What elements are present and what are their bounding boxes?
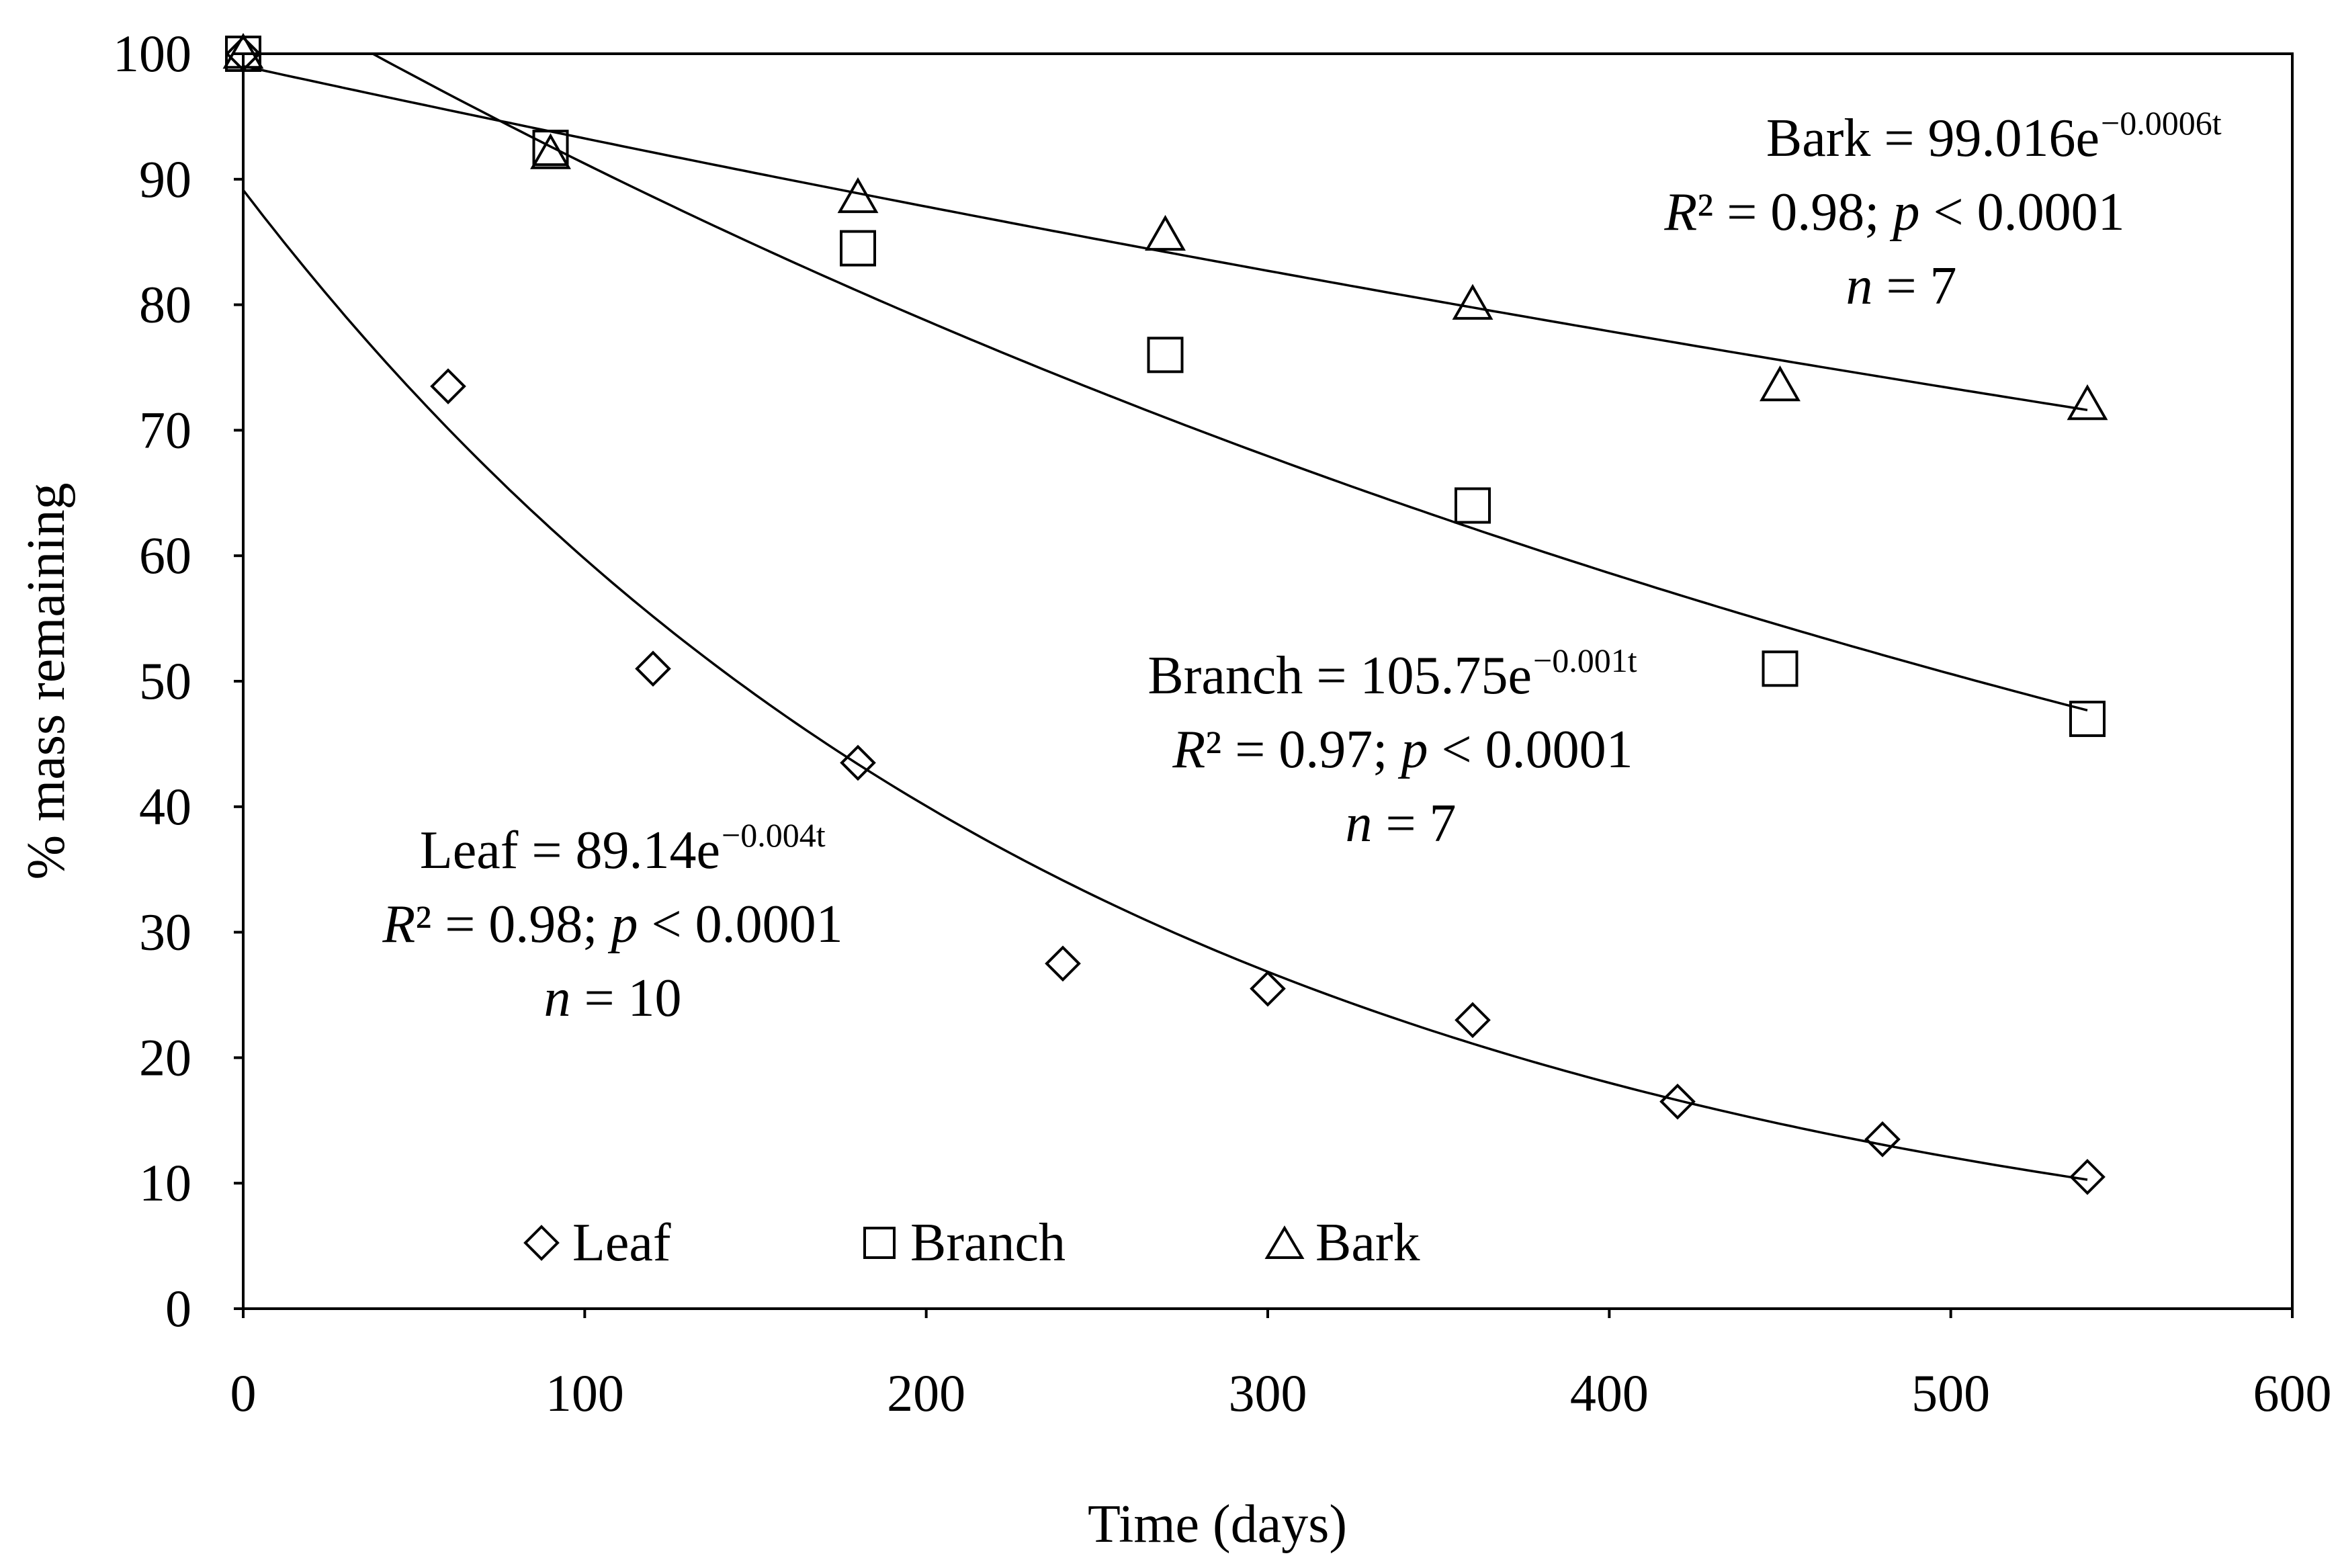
x-tick-label: 400: [1570, 1364, 1649, 1422]
leaf-point: [1045, 945, 1081, 982]
fit-curves: [243, 54, 2088, 1181]
leaf-equation: Leaf = 89.14e: [420, 821, 720, 880]
y-tick-label: 30: [139, 903, 191, 961]
bark-equation: Bark = 99.016e: [1766, 109, 2099, 168]
branch-exponent: −0.001t: [1533, 642, 1637, 679]
y-tick-label: 10: [139, 1153, 191, 1212]
data-markers: [222, 32, 2108, 1195]
fit-curve-branch: [370, 54, 2088, 711]
leaf-point: [430, 368, 466, 404]
y-tick-label: 90: [139, 150, 191, 208]
branch-point: [1147, 337, 1184, 374]
legend-bark-triangle-icon: [1264, 1225, 1305, 1259]
bark-exponent: −0.0006t: [2101, 104, 2222, 142]
legend-item-branch: Branch: [863, 1213, 1066, 1272]
x-tick-label: 300: [1229, 1364, 1307, 1422]
x-tick-label: 600: [2253, 1364, 2332, 1422]
leaf-point: [1455, 1002, 1491, 1039]
branch-n: n = 7: [1345, 794, 1456, 853]
y-tick-label: 60: [139, 526, 191, 584]
branch-annotation: Branch = 105.75e −0.001t R² = 0.97; p < …: [1147, 642, 1637, 853]
y-tick-label: 100: [113, 24, 191, 83]
x-tick-label: 200: [887, 1364, 965, 1422]
bark-n: n = 7: [1846, 257, 1956, 316]
bark-point: [1452, 284, 1493, 320]
branch-equation: Branch = 105.75e: [1147, 646, 1532, 705]
y-tick-label: 80: [139, 275, 191, 334]
x-tick-label: 500: [1911, 1364, 1990, 1422]
y-tick-label: 50: [139, 652, 191, 710]
legend-item-bark: Bark: [1264, 1213, 1420, 1272]
bark-point: [530, 133, 571, 169]
leaf-n: n = 10: [544, 969, 681, 1028]
leaf-point: [1659, 1083, 1696, 1120]
leaf-point: [1250, 970, 1286, 1007]
branch-point: [1762, 650, 1799, 687]
y-tick-label: 0: [165, 1279, 191, 1338]
legend-bark-label: Bark: [1315, 1213, 1420, 1272]
bark-stats: R² = 0.98; p < 0.0001: [1663, 183, 2124, 242]
leaf-exponent: −0.004t: [722, 816, 826, 854]
y-tick-label: 70: [139, 400, 191, 459]
branch-point: [2069, 701, 2106, 738]
bark-annotation: Bark = 99.016e −0.0006t R² = 0.98; p < 0…: [1663, 104, 2221, 316]
y-tick-label: 40: [139, 777, 191, 836]
x-tick-label: 100: [546, 1364, 624, 1422]
branch-point: [532, 130, 569, 167]
bark-point: [1145, 214, 1186, 251]
branch-point: [840, 230, 876, 267]
legend-leaf-label: Leaf: [572, 1213, 671, 1272]
bark-point: [837, 177, 879, 214]
fit-curve-leaf: [243, 189, 2088, 1181]
leaf-stats: R² = 0.98; p < 0.0001: [382, 895, 842, 954]
legend-branch-square-icon: [863, 1227, 896, 1259]
bark-point: [2067, 384, 2108, 421]
leaf-point: [840, 744, 876, 781]
bark-point: [1760, 365, 1801, 402]
y-tick-label: 20: [139, 1028, 191, 1086]
legend-item-leaf: Leaf: [523, 1213, 671, 1272]
bark-point: [222, 32, 264, 69]
leaf-point: [1864, 1121, 1901, 1158]
legend-branch-label: Branch: [910, 1213, 1066, 1272]
branch-point: [1455, 487, 1491, 524]
axis-ticks: 0 100 200 300 400 500 600 0 10 20 30 40 50 60 70 80 90 10…: [113, 24, 2332, 1422]
leaf-point: [635, 650, 671, 687]
x-tick-label: 0: [230, 1364, 257, 1422]
y-axis-title: % mass remaining: [17, 483, 76, 880]
leaf-annotation: Leaf = 89.14e −0.004t R² = 0.98; p < 0.0…: [382, 816, 842, 1028]
leaf-point: [2069, 1159, 2106, 1195]
x-axis-title: Time (days): [1088, 1495, 1347, 1554]
legend-leaf-diamond-icon: [523, 1225, 560, 1261]
branch-stats: R² = 0.97; p < 0.0001: [1172, 720, 1633, 779]
legend: Leaf Branch Bark: [523, 1213, 1420, 1272]
